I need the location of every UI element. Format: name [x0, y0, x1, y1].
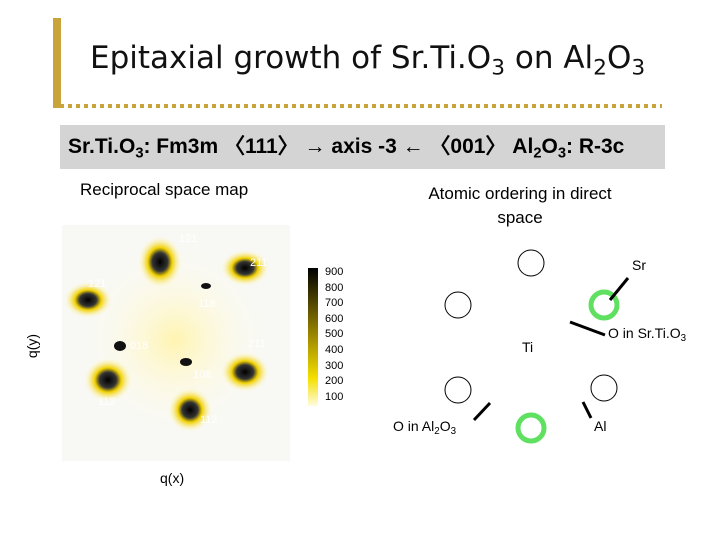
spot-label: 018 [130, 340, 149, 352]
colorbar-tick-label: 500 [325, 328, 344, 341]
spot-label: 211 [248, 338, 266, 350]
text-run: O [439, 418, 451, 434]
text-run: O in Sr.Ti.O [608, 325, 681, 341]
colorbar-tick-label: 200 [325, 375, 344, 388]
text-run: on Al [505, 40, 594, 76]
spot-label: 118 [198, 298, 216, 310]
title-bar [53, 18, 61, 108]
spot-label: 112 [98, 396, 116, 408]
left-caption: Reciprocal space map [80, 180, 249, 199]
colorbar-tick-label: 900 [325, 266, 344, 278]
right-caption: Atomic ordering in direct space [428, 184, 612, 227]
colorbar-tick-label: 800 [325, 281, 344, 294]
text-run: Sr.Ti.O [68, 135, 136, 158]
subscript: 3 [557, 145, 566, 162]
subscript: 2 [434, 425, 440, 437]
subscript: 3 [631, 55, 646, 81]
ti-label: Ti [522, 339, 534, 355]
subscript: 2 [533, 145, 542, 162]
o-srtio3-label: O in Sr.Ti.O3 [608, 325, 686, 344]
text-run: : R-3c [566, 135, 625, 158]
x-axis-label: q(x) [160, 470, 185, 486]
spot-label: 112 [200, 414, 218, 426]
colorbar-tick-label: 100 [325, 390, 344, 403]
colorbar [308, 268, 318, 406]
spot-label: 108 [193, 369, 212, 381]
y-axis-label: q(y) [24, 333, 41, 359]
colorbar-tick-label: 300 [325, 359, 344, 372]
colorbar-tick-label: 700 [325, 297, 344, 310]
text-run: O [541, 135, 558, 158]
text-run: O in Al [393, 418, 435, 434]
subscript: 3 [491, 55, 505, 81]
spot-label: 121 [88, 278, 107, 290]
spot-label: 211 [250, 257, 268, 269]
colorbar-tick-label: 600 [325, 312, 344, 325]
subscript: 3 [450, 425, 457, 437]
subscript: 3 [680, 332, 687, 344]
map-spots [64, 236, 275, 440]
al-label: Al [594, 418, 607, 434]
banner: Sr.Ti.O3: Fm3m 〈111〉 → axis -3 ← 〈001〉 A… [60, 125, 665, 169]
pointers [472, 277, 630, 422]
sr-label: Sr [632, 257, 646, 273]
subscript: 2 [593, 55, 607, 81]
slide-title: Epitaxial growth of Sr.Ti.O3 on Al2O3 [90, 40, 645, 81]
text-run: O [606, 40, 632, 76]
spot-label: 121 [179, 233, 198, 245]
subscript: 3 [135, 145, 144, 162]
colorbar-tick-label: 400 [325, 344, 344, 356]
text-run: Epitaxial growth of Sr.Ti.O [90, 40, 492, 76]
o-al2o3-label: O in Al2O3 [393, 418, 456, 437]
text-run: : Fm3m 〈111〉 → axis -3 ← 〈001〉 Al [143, 135, 534, 158]
